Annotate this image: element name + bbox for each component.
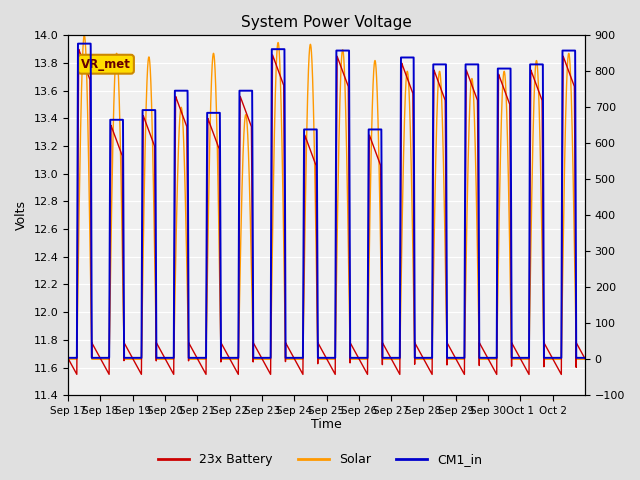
Legend: 23x Battery, Solar, CM1_in: 23x Battery, Solar, CM1_in — [153, 448, 487, 471]
X-axis label: Time: Time — [311, 419, 342, 432]
Y-axis label: Volts: Volts — [15, 200, 28, 230]
Title: System Power Voltage: System Power Voltage — [241, 15, 412, 30]
Text: VR_met: VR_met — [81, 58, 131, 71]
